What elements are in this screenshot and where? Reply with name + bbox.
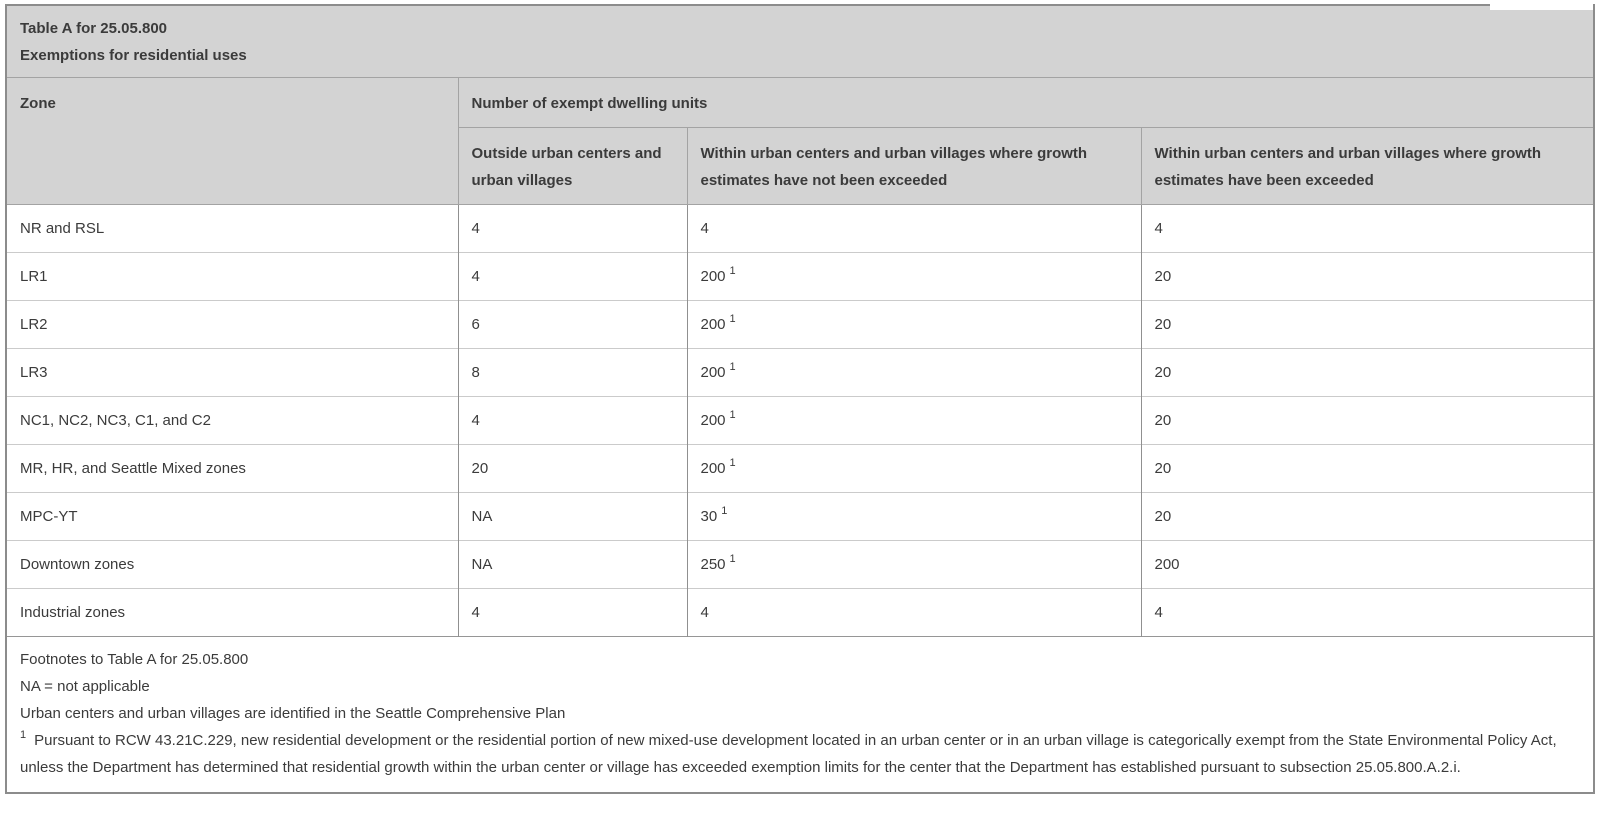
footnote-ref: 1: [729, 313, 736, 325]
table-row: Downtown zones NA 250 1 200: [5, 540, 1595, 589]
table-row: NR and RSL 4 4 4: [5, 204, 1595, 253]
cell-within-exceeded: 20: [1140, 252, 1595, 301]
footnote-ref: 1: [729, 457, 736, 469]
cell-within-not-exceeded: 250 1: [686, 540, 1142, 589]
table-row: LR2 6 200 1 20: [5, 300, 1595, 349]
cell-outside: 8: [457, 348, 688, 397]
cell-within-exceeded: 4: [1140, 588, 1595, 637]
cell-zone: Industrial zones: [5, 588, 459, 637]
cell-zone: LR1: [5, 252, 459, 301]
table-row: MPC-YT NA 30 1 20: [5, 492, 1595, 541]
cell-within-exceeded: 4: [1140, 204, 1595, 253]
cell-within-exceeded: 20: [1140, 348, 1595, 397]
table-row: NC1, NC2, NC3, C1, and C2 4 200 1 20: [5, 396, 1595, 445]
col-header-zone: Zone: [5, 77, 459, 205]
cell-outside: 4: [457, 204, 688, 253]
cell-within-exceeded: 20: [1140, 396, 1595, 445]
cell-zone: Downtown zones: [5, 540, 459, 589]
footnote-ref: 1: [729, 553, 736, 565]
col-header-outside: Outside urban centers and urban villages: [457, 127, 688, 205]
footnote-ref: 1: [729, 265, 736, 277]
footnote-ref: 1: [721, 505, 728, 517]
cell-within-not-exceeded: 200 1: [686, 348, 1142, 397]
cell-within-exceeded: 20: [1140, 300, 1595, 349]
cell-outside: NA: [457, 492, 688, 541]
footnote-1: 1 Pursuant to RCW 43.21C.229, new residen…: [20, 727, 1580, 781]
footnote-1-marker: 1: [20, 729, 27, 741]
footnote-ref: 1: [729, 361, 736, 373]
cell-zone: MR, HR, and Seattle Mixed zones: [5, 444, 459, 493]
cell-outside: 6: [457, 300, 688, 349]
cell-within-not-exceeded: 200 1: [686, 252, 1142, 301]
footnote-urban: Urban centers and urban villages are ide…: [20, 705, 566, 722]
table-title-cell: Table A for 25.05.800 Exemptions for res…: [5, 4, 1595, 78]
cell-zone: MPC-YT: [5, 492, 459, 541]
title-row: Table A for 25.05.800 Exemptions for res…: [5, 4, 1595, 78]
cell-within-not-exceeded: 200 1: [686, 300, 1142, 349]
table-row: LR1 4 200 1 20: [5, 252, 1595, 301]
cell-within-not-exceeded: 4: [686, 204, 1142, 253]
cell-within-not-exceeded: 200 1: [686, 444, 1142, 493]
table-row: LR3 8 200 1 20: [5, 348, 1595, 397]
cell-zone: LR3: [5, 348, 459, 397]
col-header-group: Number of exempt dwelling units: [457, 77, 1595, 128]
cell-outside: 20: [457, 444, 688, 493]
cell-within-not-exceeded: 30 1: [686, 492, 1142, 541]
cell-outside: 4: [457, 252, 688, 301]
cell-outside: 4: [457, 396, 688, 445]
footnote-1-text: Pursuant to RCW 43.21C.229, new resident…: [20, 732, 1557, 776]
cell-zone: NR and RSL: [5, 204, 459, 253]
cell-within-not-exceeded: 200 1: [686, 396, 1142, 445]
cell-outside: NA: [457, 540, 688, 589]
footnote-na: NA = not applicable: [20, 678, 150, 695]
col-header-within-not-exceeded: Within urban centers and urban villages …: [686, 127, 1142, 205]
cell-within-exceeded: 20: [1140, 444, 1595, 493]
footnotes-title: Footnotes to Table A for 25.05.800: [20, 651, 249, 668]
footnote-ref: 1: [729, 409, 736, 421]
table-row: Industrial zones 4 4 4: [5, 588, 1595, 637]
footnotes-row: Footnotes to Table A for 25.05.800 NA = …: [5, 636, 1595, 794]
header-row-groups: Zone Number of exempt dwelling units: [5, 77, 1595, 205]
header-row-sub: Outside urban centers and urban villages…: [6, 127, 1595, 205]
cell-within-not-exceeded: 4: [686, 588, 1142, 637]
cell-zone: NC1, NC2, NC3, C1, and C2: [5, 396, 459, 445]
exemptions-table: Table A for 25.05.800 Exemptions for res…: [5, 4, 1595, 794]
table-title: Table A for 25.05.800: [20, 20, 168, 37]
cell-outside: 4: [457, 588, 688, 637]
col-header-within-exceeded: Within urban centers and urban villages …: [1140, 127, 1595, 205]
page-background-notch: [1490, 4, 1593, 10]
table-subtitle: Exemptions for residential uses: [20, 47, 247, 64]
cell-zone: LR2: [5, 300, 459, 349]
cell-within-exceeded: 20: [1140, 492, 1595, 541]
footnotes-cell: Footnotes to Table A for 25.05.800 NA = …: [5, 636, 1595, 794]
table-row: MR, HR, and Seattle Mixed zones 20 200 1 …: [5, 444, 1595, 493]
cell-within-exceeded: 200: [1140, 540, 1595, 589]
